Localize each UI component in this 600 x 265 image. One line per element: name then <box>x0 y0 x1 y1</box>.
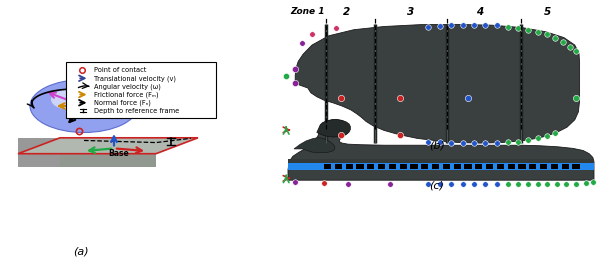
Bar <box>410 164 418 169</box>
Bar <box>562 164 569 169</box>
Bar <box>486 164 493 169</box>
Bar <box>324 164 331 169</box>
Text: 4: 4 <box>476 7 484 17</box>
Bar <box>378 164 385 169</box>
Polygon shape <box>317 120 350 137</box>
Polygon shape <box>288 120 594 180</box>
Text: 3: 3 <box>407 7 415 17</box>
Text: Point of contact: Point of contact <box>94 67 146 73</box>
FancyBboxPatch shape <box>66 62 216 118</box>
Text: Depth to reference frame: Depth to reference frame <box>94 108 179 114</box>
Ellipse shape <box>51 89 87 109</box>
Bar <box>288 159 594 163</box>
Polygon shape <box>295 24 580 143</box>
Bar <box>540 164 547 169</box>
Bar <box>529 164 536 169</box>
Text: Base: Base <box>109 149 129 158</box>
Polygon shape <box>18 154 156 167</box>
Bar <box>518 164 526 169</box>
Bar <box>367 164 374 169</box>
Bar <box>432 164 439 169</box>
Bar <box>497 164 504 169</box>
Text: Zone 1: Zone 1 <box>290 7 325 16</box>
Bar <box>335 164 342 169</box>
Bar <box>389 164 396 169</box>
Text: (c): (c) <box>430 180 444 190</box>
Bar <box>508 164 515 169</box>
Bar <box>346 164 353 169</box>
Bar <box>572 164 580 169</box>
Bar <box>475 164 482 169</box>
Text: (b): (b) <box>429 140 445 151</box>
Text: Translational velocity (v): Translational velocity (v) <box>94 75 176 82</box>
Text: Follower: Follower <box>107 101 144 110</box>
Bar <box>443 164 450 169</box>
Bar <box>421 164 428 169</box>
Ellipse shape <box>30 80 138 132</box>
Text: Frictional force (Fₘ): Frictional force (Fₘ) <box>94 91 159 98</box>
Text: 5: 5 <box>544 7 551 17</box>
Bar <box>400 164 407 169</box>
Polygon shape <box>18 138 60 167</box>
Text: 2: 2 <box>343 7 350 17</box>
Bar <box>464 164 472 169</box>
Text: Normal force (Fₙ): Normal force (Fₙ) <box>94 99 151 106</box>
Text: (a): (a) <box>73 247 89 257</box>
Bar <box>288 163 594 170</box>
Bar <box>551 164 558 169</box>
Polygon shape <box>18 138 198 154</box>
Polygon shape <box>294 138 335 153</box>
Bar <box>356 164 364 169</box>
Bar <box>454 164 461 169</box>
Text: Angular velocity (ω): Angular velocity (ω) <box>94 83 161 90</box>
